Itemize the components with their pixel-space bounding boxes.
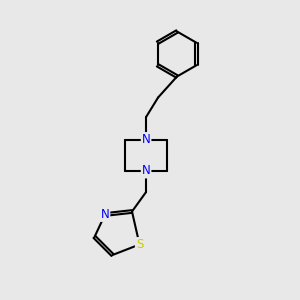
Text: N: N (142, 133, 151, 146)
Text: N: N (100, 208, 109, 221)
Text: N: N (142, 164, 151, 178)
Text: S: S (136, 238, 143, 251)
